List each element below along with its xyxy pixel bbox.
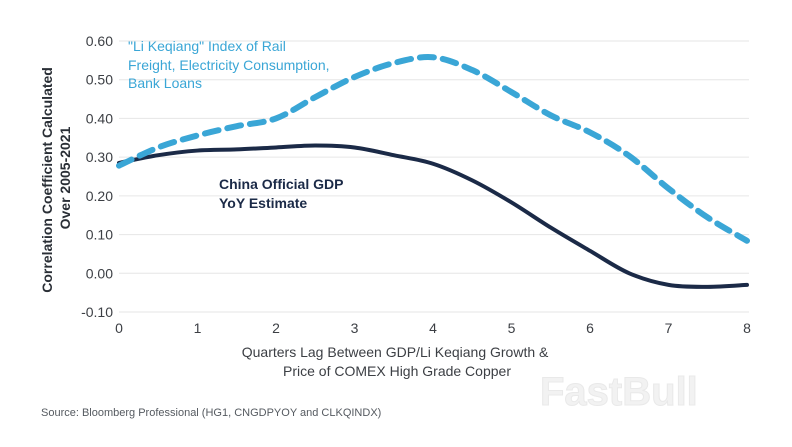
annotation-li-keqiang: "Li Keqiang" Index of Rail Freight, Elec… <box>128 38 333 91</box>
x-axis-label: Quarters Lag Between GDP/Li Keqiang Grow… <box>242 344 553 379</box>
x-tick-label: 6 <box>586 320 594 336</box>
annotation-li-keqiang-line-1: "Li Keqiang" Index of Rail <box>128 38 286 54</box>
gridlines <box>119 40 749 313</box>
y-tick-label: 0.40 <box>86 110 113 126</box>
y-axis-label: Correlation Coefficient Calculated Over … <box>39 63 73 292</box>
x-tick-label: 1 <box>194 320 202 336</box>
annotation-li-keqiang-line-2: Freight, Electricity Consumption, <box>128 57 330 73</box>
x-axis-ticks: 0 1 2 3 4 5 6 7 8 <box>115 320 751 336</box>
series-line-li-keqiang <box>116 54 750 244</box>
annotation-china-gdp: China Official GDP YoY Estimate <box>219 176 347 211</box>
y-axis-label-line-2: Over 2005-2021 <box>57 126 73 229</box>
series-line-china-gdp <box>117 143 749 289</box>
x-tick-label: 2 <box>272 320 280 336</box>
x-tick-label: 3 <box>351 320 359 336</box>
x-tick-label: 4 <box>429 320 437 336</box>
x-tick-label: 0 <box>115 320 123 336</box>
x-tick-label: 8 <box>743 320 751 336</box>
y-tick-label: 0.50 <box>86 72 113 88</box>
y-tick-label: 0.10 <box>86 227 113 243</box>
source-note: Source: Bloomberg Professional (HG1, CNG… <box>41 407 381 419</box>
annotation-li-keqiang-line-3: Bank Loans <box>128 75 202 91</box>
x-axis-label-line-1: Quarters Lag Between GDP/Li Keqiang Grow… <box>242 344 549 360</box>
x-axis-label-line-2: Price of COMEX High Grade Copper <box>283 363 511 379</box>
watermark: FastBull <box>540 370 698 414</box>
y-tick-label: 0.00 <box>86 265 113 281</box>
annotation-china-gdp-line-1: China Official GDP <box>219 176 343 192</box>
y-tick-label: 0.20 <box>86 188 113 204</box>
series-lines <box>116 54 750 289</box>
y-tick-label: 0.60 <box>86 33 113 49</box>
y-tick-label: 0.30 <box>86 149 113 165</box>
y-axis-ticks: -0.10 0.00 0.10 0.20 0.30 0.40 0.50 0.60 <box>81 33 113 320</box>
x-tick-label: 5 <box>508 320 516 336</box>
y-axis-label-line-1: Correlation Coefficient Calculated <box>39 67 55 293</box>
x-tick-label: 7 <box>665 320 673 336</box>
y-tick-label: -0.10 <box>81 304 113 320</box>
annotation-china-gdp-line-2: YoY Estimate <box>219 195 307 211</box>
